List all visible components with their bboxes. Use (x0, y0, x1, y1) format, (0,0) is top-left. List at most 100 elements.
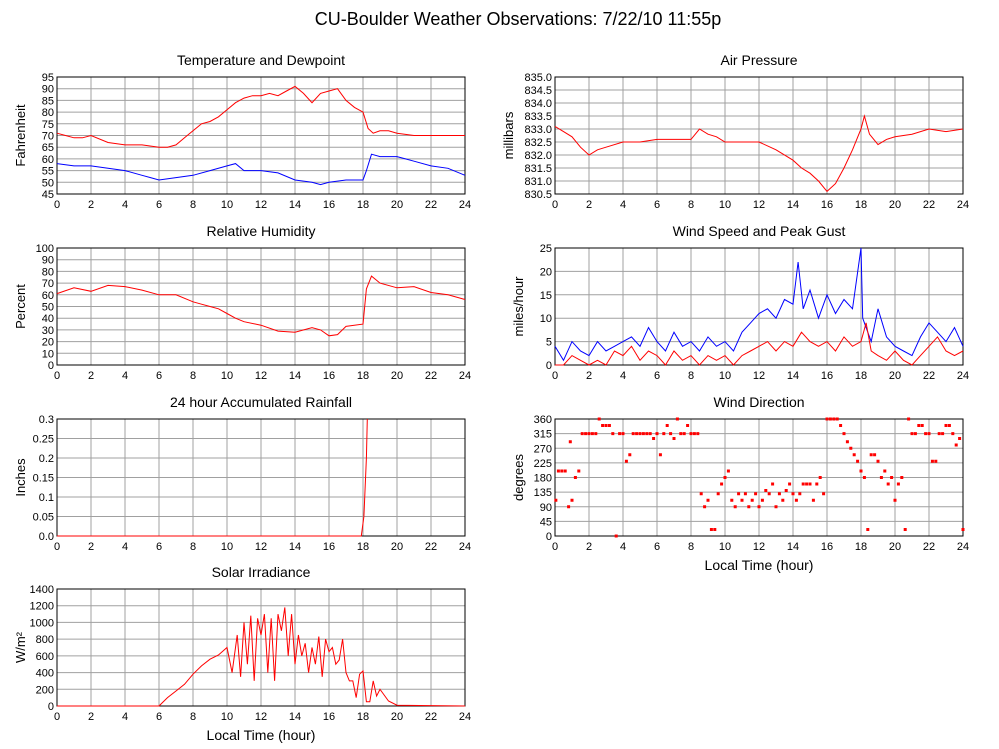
data-point (774, 505, 778, 509)
y-tick-label: 200 (36, 684, 54, 696)
data-point (604, 424, 608, 427)
y-tick-label: 0 (48, 701, 54, 713)
data-point (740, 498, 744, 502)
data-point (587, 432, 591, 436)
y-tick-label: 90 (42, 84, 54, 96)
y-tick-label: 1400 (30, 584, 54, 596)
chart-direction: 0 2 4 6 8 10 12 14 16 18 20 22 240459013518022527031… (511, 394, 969, 573)
data-point (733, 505, 737, 509)
data-point (917, 424, 921, 427)
x-tick-label: 24 (957, 370, 969, 382)
x-axis-label: Local Time (hour) (705, 557, 814, 573)
data-point (621, 432, 625, 436)
data-point (567, 505, 571, 509)
x-tick-label: 8 (688, 370, 694, 382)
y-tick-label: 0 (546, 531, 552, 543)
data-point (852, 453, 856, 457)
y-tick-label: 315 (534, 429, 552, 441)
x-tick-label: 20 (391, 541, 403, 553)
y-axis-label: Inches (13, 458, 28, 497)
data-point (856, 459, 860, 463)
y-tick-label: 20 (540, 266, 552, 278)
data-point (839, 424, 843, 427)
data-point (556, 469, 560, 473)
chart-title: 24 hour Accumulated Rainfall (170, 394, 352, 410)
x-tick-label: 22 (425, 370, 437, 382)
data-point (815, 482, 819, 486)
x-tick-label: 6 (156, 711, 162, 723)
y-tick-label: 40 (42, 313, 54, 325)
y-tick-label: 70 (42, 131, 54, 143)
plot-frame (56, 247, 466, 366)
y-tick-label: 90 (540, 502, 552, 514)
x-tick-label: 24 (459, 199, 471, 211)
data-point (631, 432, 635, 436)
x-tick-label: 12 (255, 711, 267, 723)
y-tick-label: 834.0 (524, 98, 552, 110)
data-point (730, 498, 734, 502)
x-tick-label: 8 (190, 199, 196, 211)
x-tick-label: 12 (255, 370, 267, 382)
y-tick-label: 830.5 (524, 189, 552, 201)
y-tick-label: 833.0 (524, 124, 552, 136)
y-tick-label: 75 (42, 119, 54, 131)
x-tick-label: 20 (889, 370, 901, 382)
y-tick-label: 0.25 (33, 434, 54, 446)
series-line (56, 275, 466, 337)
x-tick-label: 10 (719, 541, 731, 553)
data-point (927, 432, 931, 436)
x-tick-label: 10 (221, 370, 233, 382)
x-tick-label: 22 (923, 199, 935, 211)
x-tick-label: 4 (620, 541, 626, 553)
chart-title: Air Pressure (720, 52, 797, 68)
y-tick-label: 10 (540, 313, 552, 325)
y-tick-label: 400 (36, 668, 54, 680)
y-tick-label: 832.5 (524, 137, 552, 149)
y-tick-label: 5 (546, 337, 552, 349)
y-axis-label: degrees (511, 454, 526, 501)
data-point (958, 437, 962, 440)
x-tick-label: 20 (889, 199, 901, 211)
x-tick-label: 16 (323, 541, 335, 553)
x-tick-label: 0 (54, 199, 60, 211)
chart-title: Solar Irradiance (212, 564, 311, 580)
data-point (907, 417, 911, 421)
data-point (726, 469, 730, 473)
x-tick-label: 6 (156, 541, 162, 553)
x-tick-label: 24 (957, 199, 969, 211)
chart-pressure: 0 2 4 6 8 10 12 14 16 18 20 22 24830.5831.0831.5832.… (501, 52, 969, 211)
data-point (845, 440, 849, 444)
x-tick-label: 14 (289, 370, 301, 382)
data-point (590, 432, 594, 436)
y-tick-label: 0 (546, 360, 552, 372)
data-point (675, 417, 679, 421)
data-point (951, 432, 955, 436)
y-axis-label: Fahrenheit (13, 104, 28, 167)
x-tick-label: 4 (620, 199, 626, 211)
y-tick-label: 10 (42, 348, 54, 360)
data-point (781, 498, 785, 502)
y-tick-label: 0.2 (39, 453, 54, 465)
y-tick-label: 45 (540, 516, 552, 528)
y-tick-label: 60 (42, 154, 54, 166)
data-point (699, 492, 703, 496)
data-point (801, 482, 805, 486)
data-point (757, 505, 761, 509)
data-point (876, 459, 880, 463)
x-tick-label: 4 (122, 370, 128, 382)
y-tick-label: 270 (534, 443, 552, 455)
data-point (709, 528, 713, 531)
data-point (648, 432, 652, 436)
data-point (716, 492, 720, 496)
x-tick-label: 6 (654, 199, 660, 211)
y-tick-label: 65 (42, 142, 54, 154)
data-point (886, 482, 890, 486)
data-point (849, 446, 853, 450)
y-tick-label: 831.5 (524, 163, 552, 175)
x-tick-label: 16 (821, 370, 833, 382)
x-tick-label: 0 (552, 541, 558, 553)
x-tick-label: 8 (190, 370, 196, 382)
series-line (554, 114, 964, 193)
